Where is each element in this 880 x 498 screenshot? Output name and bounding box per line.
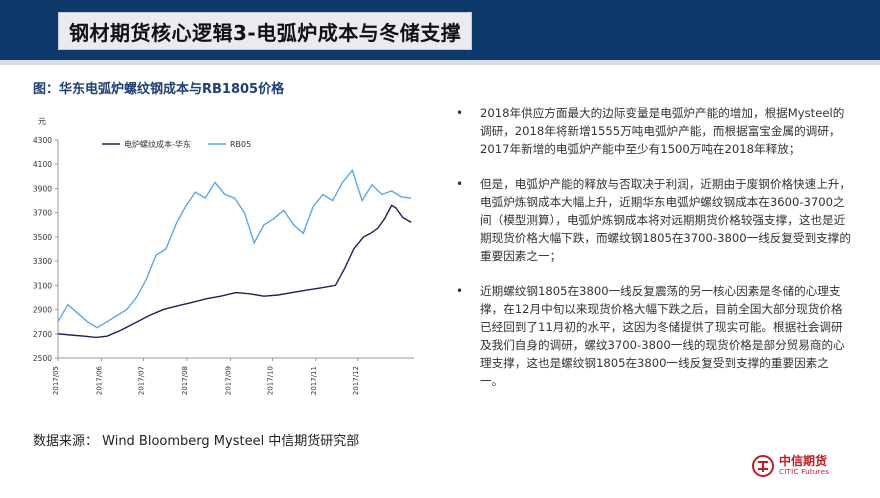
x-tick-label: 2017/05 (52, 366, 60, 395)
y-tick-label: 3100 (33, 281, 52, 290)
x-tick-label: 2017/07 (137, 366, 145, 395)
legend-label: RB05 (230, 140, 251, 149)
series-line (57, 168, 412, 329)
x-tick-label: 2017/09 (224, 366, 232, 395)
bullet-marker: • (456, 284, 464, 298)
company-logo: 中信期货 CITIC Futures (752, 455, 829, 477)
logo-name-en: CITIC Futures (779, 468, 830, 476)
y-tick-label: 4300 (33, 136, 52, 145)
y-tick-label: 2900 (33, 306, 52, 315)
x-tick-label: 2017/12 (352, 366, 360, 395)
bullet-item: • 2018年供应方面最大的边际变量是电弧炉产能的增加，根据Mysteel的调研… (456, 104, 851, 158)
citic-logo-icon (752, 455, 774, 477)
bullet-marker: • (456, 106, 464, 120)
x-tick-label: 2017/10 (266, 366, 274, 395)
chart-svg: 元 2500 2700 2900 3100 3300 3500 3700 3900 4100 430… (33, 117, 414, 395)
x-tick-label: 2017/06 (95, 365, 103, 395)
y-tick-label: 4100 (33, 160, 52, 169)
page-title: 钢材期货核心逻辑3-电弧炉成本与冬储支撑 (69, 20, 462, 45)
legend-label: 电炉螺纹成本-华东 (124, 139, 191, 149)
y-tick-label: 3500 (33, 233, 52, 242)
title-box: 钢材期货核心逻辑3-电弧炉成本与冬储支撑 (58, 12, 473, 50)
bullet-text: 但是，电弧炉产能的释放与否取决于利润，近期由于废钢价格快速上升，电弧炉炼钢成本大… (480, 177, 852, 263)
bullet-text: 近期螺纹钢1805在3800一线反复震荡的另一核心因素是冬储的心理支撑，在12月… (480, 284, 845, 388)
header-divider (0, 60, 880, 65)
logo-text: 中信期货 CITIC Futures (779, 455, 829, 477)
y-tick-label: 2700 (33, 330, 52, 339)
bullet-text: 2018年供应方面最大的边际变量是电弧炉产能的增加，根据Mysteel的调研，2… (480, 106, 845, 156)
x-tick-label: 2017/08 (181, 366, 189, 395)
y-tick-label: 2500 (33, 354, 52, 363)
x-tick-label: 2017/11 (310, 366, 318, 395)
chart-caption: 图：华东电弧炉螺纹钢成本与RB1805价格 (33, 82, 285, 97)
series-line (57, 204, 412, 339)
y-tick-label: 3900 (33, 184, 52, 193)
bullet-item: • 近期螺纹钢1805在3800一线反复震荡的另一核心因素是冬储的心理支撑，在1… (456, 282, 851, 390)
logo-name-cn: 中信期货 (779, 454, 828, 468)
y-tick-label: 3300 (33, 257, 52, 266)
line-chart: 元 2500 2700 2900 3100 3300 3500 3700 3900 4100 430… (20, 108, 420, 408)
bullet-list: • 2018年供应方面最大的边际变量是电弧炉产能的增加，根据Mysteel的调研… (456, 104, 851, 407)
bullet-marker: • (456, 177, 464, 191)
source-note: 数据来源： Wind Bloomberg Mysteel 中信期货研究部 (33, 434, 360, 449)
y-axis-unit: 元 (38, 117, 46, 126)
bullet-item: • 但是，电弧炉产能的释放与否取决于利润，近期由于废钢价格快速上升，电弧炉炼钢成… (456, 175, 851, 265)
y-tick-label: 3700 (33, 209, 52, 218)
